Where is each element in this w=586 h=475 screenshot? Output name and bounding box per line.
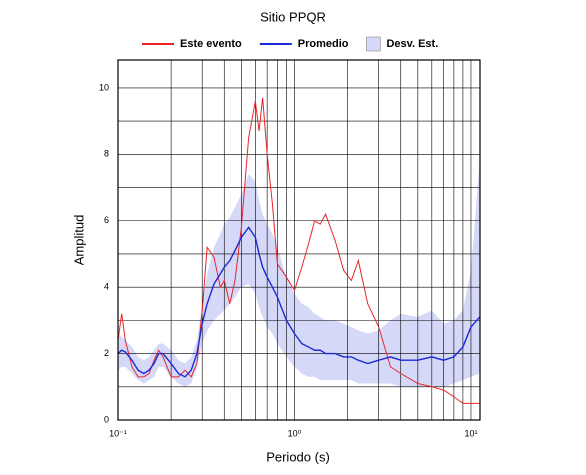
- y-tick-label: 10: [99, 82, 109, 92]
- y-tick-label: 4: [104, 282, 109, 292]
- series-line: [117, 226, 481, 378]
- legend-label: Desv. Est.: [386, 38, 438, 50]
- chart-title: Sitio PPQR: [260, 9, 326, 24]
- x-axis-label: Periodo (s): [266, 449, 330, 464]
- y-tick-label: 0: [104, 414, 109, 424]
- x-tick-label: 10¹: [464, 428, 477, 438]
- legend-label: Este evento: [180, 38, 242, 50]
- y-tick-label: 6: [104, 215, 109, 225]
- plot-frame: [117, 59, 481, 421]
- x-tick-label: 10⁰: [288, 428, 302, 438]
- legend-swatch: [366, 36, 381, 52]
- legend-label: Promedio: [298, 38, 349, 50]
- std-band: [118, 160, 480, 387]
- y-tick-label: 2: [104, 348, 109, 358]
- y-tick-label: 8: [104, 149, 109, 159]
- y-axis-label: Amplitud: [71, 215, 86, 266]
- x-tick-label: 10⁻¹: [109, 428, 127, 438]
